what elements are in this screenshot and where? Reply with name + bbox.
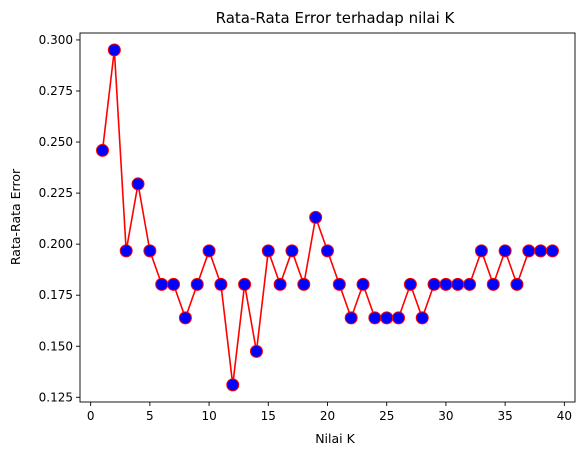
data-point [403, 277, 417, 291]
data-point [309, 210, 323, 224]
data-point [178, 311, 192, 325]
data-point [249, 344, 263, 358]
data-point [143, 244, 157, 258]
x-tick-label: 5 [146, 409, 154, 423]
x-tick-label: 30 [438, 409, 453, 423]
data-point [119, 244, 133, 258]
data-point [451, 277, 465, 291]
y-tick-label: 0.250 [39, 135, 73, 149]
x-tick-label: 20 [320, 409, 335, 423]
data-point [356, 277, 370, 291]
data-point [202, 244, 216, 258]
x-tick-label: 15 [261, 409, 276, 423]
data-point [522, 244, 536, 258]
data-point [439, 277, 453, 291]
data-point [107, 43, 121, 57]
data-point [427, 277, 441, 291]
x-tick-label: 40 [557, 409, 572, 423]
y-tick-label: 0.125 [39, 390, 73, 404]
y-axis-label: Rata-Rata Error [8, 168, 23, 265]
data-point [96, 143, 109, 157]
data-point [534, 244, 548, 258]
y-axis: 0.125 0.150 0.175 0.200 0.225 0.250 0.275 0.300 [39, 33, 80, 404]
data-point [344, 311, 358, 325]
x-tick-label: 10 [201, 409, 216, 423]
data-point [380, 311, 394, 325]
data-point [273, 277, 287, 291]
y-tick-label: 0.300 [39, 33, 73, 47]
x-tick-label: 35 [497, 409, 512, 423]
x-axis-label: Nilai K [315, 431, 355, 446]
data-point [510, 277, 524, 291]
y-tick-label: 0.275 [39, 84, 73, 98]
data-point [238, 277, 252, 291]
x-axis: 0 5 10 15 20 25 30 35 40 [87, 402, 572, 423]
data-point [392, 311, 406, 325]
data-point [167, 277, 181, 291]
data-point [415, 311, 429, 325]
data-point [321, 244, 334, 258]
data-point [155, 277, 169, 291]
y-tick-label: 0.200 [39, 237, 73, 251]
chart-title: Rata-Rata Error terhadap nilai K [216, 9, 456, 27]
data-point [285, 244, 299, 258]
data-point [546, 244, 559, 258]
data-point [486, 277, 500, 291]
data-point [131, 177, 145, 191]
data-point [474, 244, 488, 258]
data-point [226, 378, 240, 392]
x-tick-label: 0 [87, 409, 95, 423]
series-line [101, 49, 553, 386]
plot-area [79, 32, 576, 403]
data-point [463, 277, 477, 291]
data-point [498, 244, 512, 258]
y-tick-label: 0.175 [39, 288, 73, 302]
data-point [332, 277, 346, 291]
y-tick-label: 0.150 [39, 339, 73, 353]
data-point [368, 311, 382, 325]
data-point [214, 277, 228, 291]
data-point [190, 277, 204, 291]
data-point [261, 244, 275, 258]
data-point [297, 277, 311, 291]
y-tick-label: 0.225 [39, 186, 73, 200]
x-tick-label: 25 [379, 409, 394, 423]
plot-frame [79, 32, 576, 403]
